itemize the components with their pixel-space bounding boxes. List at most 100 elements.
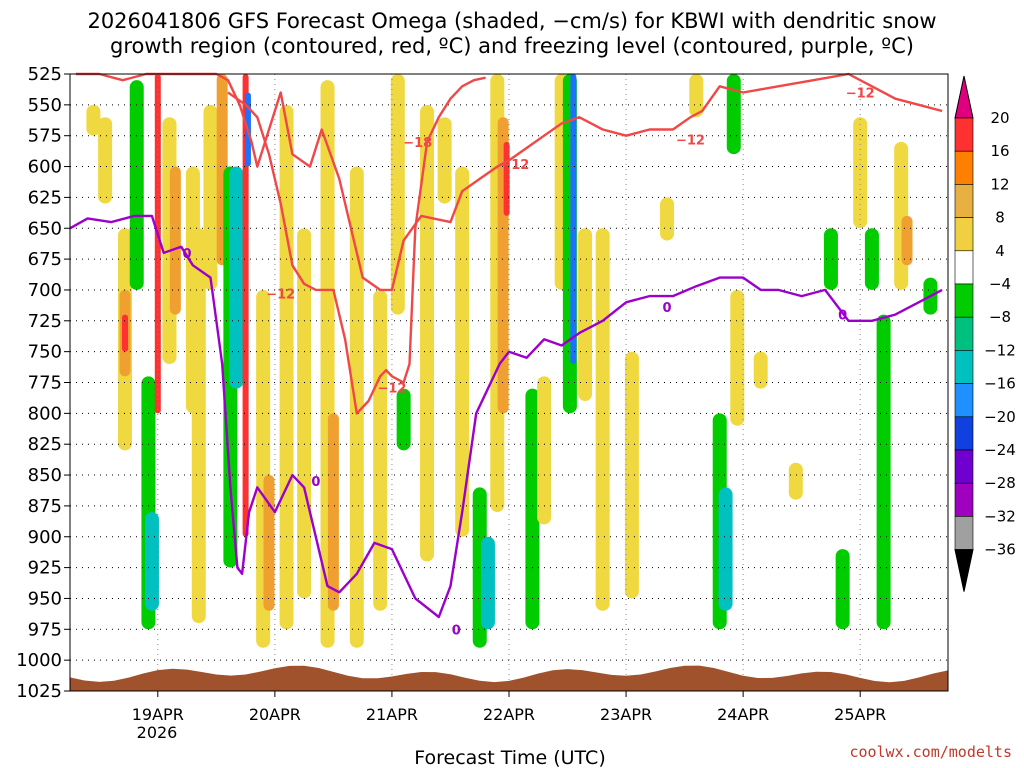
contour-label: −12 xyxy=(377,381,406,396)
colorbar-label: −8 xyxy=(989,308,1011,326)
colorbar: 20 16 12 8 4 −4 −8 −12 −16 −20 −24 −28 −32 −36 xyxy=(954,75,1016,592)
contour-label: 0 xyxy=(183,247,192,262)
x-year-label: 2026 xyxy=(137,723,178,742)
x-tick-label: 23APR xyxy=(600,705,652,724)
terrain-band xyxy=(70,665,948,691)
x-tick-label: 22APR xyxy=(483,705,535,724)
contour-label: 0 xyxy=(452,623,461,638)
y-tick-label: 775 xyxy=(28,373,62,394)
terrain-polygon xyxy=(70,665,948,691)
colorbar-segment xyxy=(954,350,974,384)
contour-label: −18 xyxy=(403,136,432,151)
contour-label: −12 xyxy=(500,158,529,173)
colorbar-segment xyxy=(954,217,974,252)
omega-band xyxy=(396,388,411,451)
omega-band xyxy=(726,74,741,155)
omega-band xyxy=(86,104,101,136)
omega-band xyxy=(835,549,850,630)
omega-band xyxy=(373,289,388,611)
y-tick-label: 650 xyxy=(28,218,62,239)
colorbar-label: 16 xyxy=(990,142,1009,160)
colorbar-label: −24 xyxy=(984,441,1016,459)
colorbar-label: −4 xyxy=(989,275,1011,293)
y-axis-ticks: 525 550 575 600 625 650 675 700 725 750 775 800 825 8… xyxy=(16,64,70,702)
omega-band xyxy=(437,117,452,204)
omega-band xyxy=(689,74,704,118)
omega-band xyxy=(229,166,244,389)
y-tick-label: 825 xyxy=(28,434,62,455)
omega-band xyxy=(455,166,470,537)
x-tick-label: 25APR xyxy=(834,705,886,724)
y-tick-label: 925 xyxy=(28,558,62,579)
credit-text: coolwx.com/modelts xyxy=(849,743,1012,761)
contour-label: 0 xyxy=(311,475,320,490)
omega-band xyxy=(525,388,540,630)
colorbar-segment xyxy=(954,117,974,152)
omega-band xyxy=(203,104,218,290)
colorbar-segment xyxy=(954,316,974,351)
omega-band xyxy=(537,376,552,525)
y-tick-label: 975 xyxy=(28,619,62,640)
y-tick-label: 750 xyxy=(28,342,62,363)
y-tick-label: 800 xyxy=(28,403,62,424)
omega-band xyxy=(154,74,161,414)
colorbar-segment xyxy=(954,516,974,550)
x-axis-ticks: 19APR 20APR 21APR 22APR 23APR 24APR 25APR xyxy=(132,691,886,724)
freezing-level-line xyxy=(69,214,943,619)
omega-band xyxy=(144,512,159,611)
y-tick-label: 600 xyxy=(28,157,62,178)
x-tick-label: 20APR xyxy=(249,705,301,724)
omega-band xyxy=(390,74,405,315)
colorbar-label: −16 xyxy=(984,375,1016,393)
contour-lines xyxy=(69,72,943,619)
colorbar-label: 8 xyxy=(995,209,1005,227)
y-tick-label: 525 xyxy=(28,64,62,85)
omega-band xyxy=(894,141,909,290)
x-tick-label: 21APR xyxy=(366,705,418,724)
y-tick-label: 625 xyxy=(28,187,62,208)
colorbar-label: −28 xyxy=(984,474,1016,492)
dendritic-contour-line xyxy=(227,76,486,415)
colorbar-segment xyxy=(954,283,974,318)
omega-band xyxy=(660,197,675,241)
omega-band xyxy=(327,413,339,611)
omega-band xyxy=(753,351,768,389)
colorbar-segment xyxy=(954,416,974,451)
omega-band xyxy=(853,117,868,229)
colorbar-segment xyxy=(954,184,974,218)
colorbar-segment xyxy=(954,383,974,418)
omega-band xyxy=(823,228,838,290)
colorbar-label: 12 xyxy=(990,175,1009,193)
y-tick-label: 875 xyxy=(28,496,62,517)
contour-labels: −18 −12 −12 −12 −12 −12 0 0 0 0 0 xyxy=(183,87,875,639)
omega-band xyxy=(595,228,610,611)
omega-band xyxy=(480,536,495,630)
colorbar-label: −20 xyxy=(984,408,1016,426)
omega-band xyxy=(169,166,181,315)
y-tick-label: 950 xyxy=(28,588,62,609)
colorbar-segment xyxy=(954,250,974,285)
chart-title-line-2: growth region (contoured, red, ºC) and f… xyxy=(110,34,914,58)
x-tick-label: 19APR xyxy=(132,705,184,724)
x-tick-label: 24APR xyxy=(717,705,769,724)
omega-band xyxy=(578,228,593,402)
contour-label: −12 xyxy=(266,288,295,303)
y-tick-label: 850 xyxy=(28,465,62,486)
omega-band xyxy=(864,228,879,290)
grid-lines xyxy=(70,73,948,692)
omega-band xyxy=(624,351,639,599)
chart-title-line-1: 2026041806 GFS Forecast Omega (shaded, −… xyxy=(87,9,936,33)
omega-band xyxy=(122,314,129,352)
y-tick-label: 900 xyxy=(28,527,62,548)
colorbar-segment xyxy=(954,150,974,185)
colorbar-label: 4 xyxy=(995,242,1005,260)
omega-band xyxy=(263,475,275,611)
colorbar-label: −32 xyxy=(984,507,1016,525)
contour-label: 0 xyxy=(838,309,847,324)
y-tick-label: 675 xyxy=(28,249,62,270)
y-tick-label: 700 xyxy=(28,280,62,301)
colorbar-label: −12 xyxy=(984,341,1016,359)
y-tick-label: 725 xyxy=(28,311,62,332)
y-tick-label: 1025 xyxy=(16,681,62,702)
